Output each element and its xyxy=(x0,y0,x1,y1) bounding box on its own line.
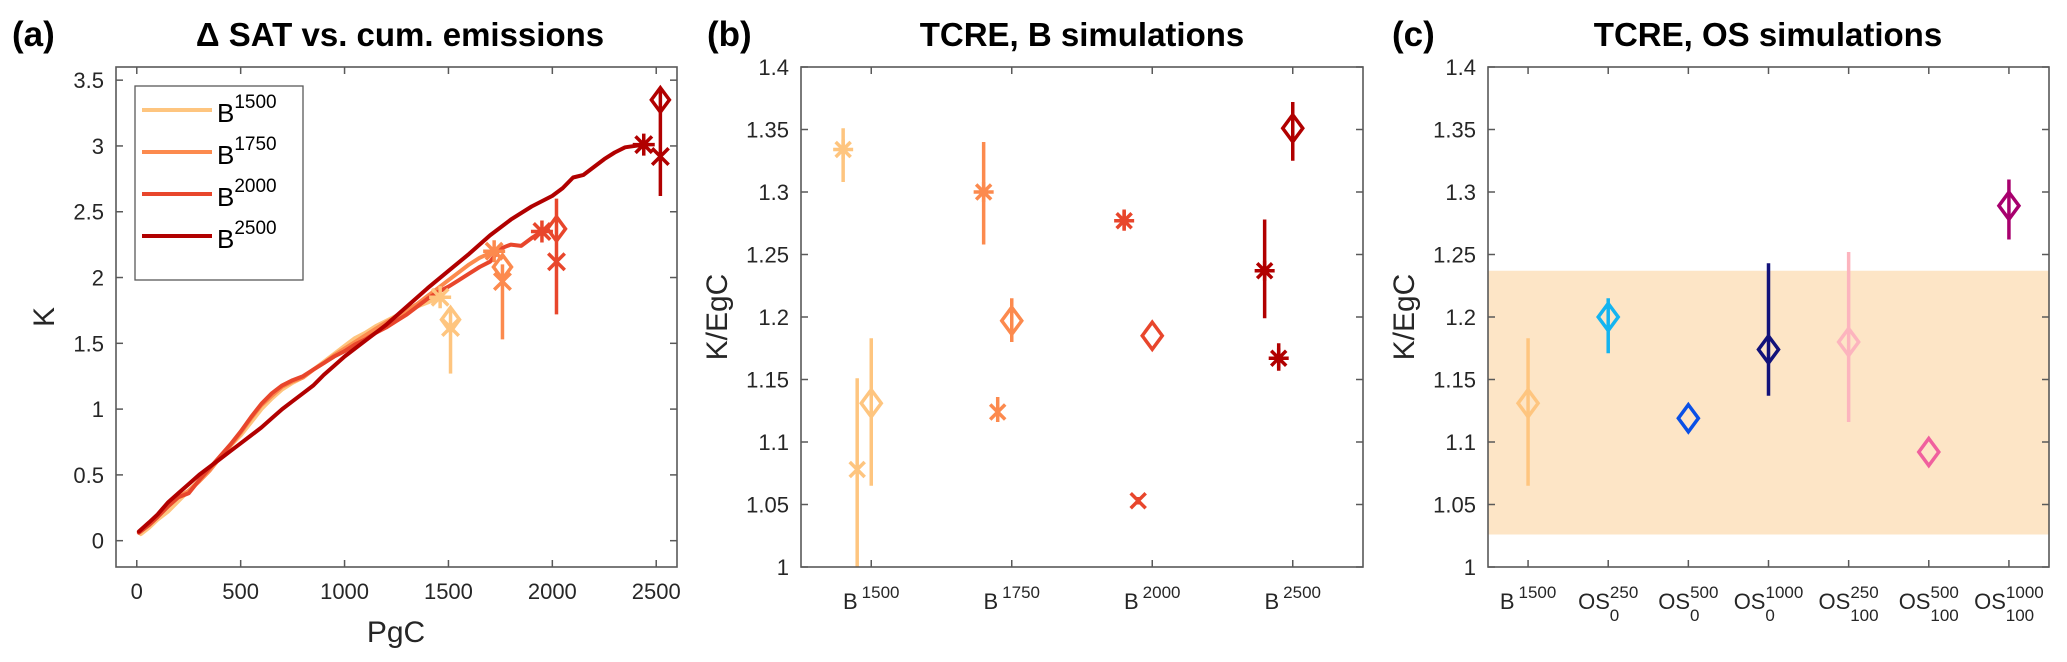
panel-b-ytick-label: 1.05 xyxy=(746,493,789,518)
panel-b-ytick-label: 1.4 xyxy=(758,55,789,80)
B1750-asterisk-marker xyxy=(483,240,506,263)
point-diamond-marker xyxy=(1140,319,1165,353)
panel-a-ytick-label: 3 xyxy=(92,134,104,159)
point-diamond-marker xyxy=(1836,325,1861,359)
panel-c-ytick-label: 1.25 xyxy=(1433,243,1476,268)
panel-c-letter: (c) xyxy=(1392,15,1435,54)
point-cross-marker xyxy=(1129,492,1147,510)
point-diamond-marker xyxy=(999,304,1024,338)
panel-b-ytick-label: 1.15 xyxy=(746,368,789,393)
panel-a-xtick-label: 1000 xyxy=(320,579,369,604)
panel-a-markers xyxy=(429,84,672,374)
B1500-cross-marker xyxy=(441,318,461,338)
panel-a-ytick-label: 2 xyxy=(92,266,104,291)
panel-b-ytick-label: 1.3 xyxy=(758,180,789,205)
point-diamond-marker xyxy=(1996,189,2022,223)
legend-box xyxy=(134,85,304,281)
series-line-B2500 xyxy=(136,142,646,534)
panel-b-ytick-label: 1.1 xyxy=(758,430,789,455)
B2000-diamond-marker xyxy=(545,213,568,244)
panel-a-title: Δ SAT vs. cum. emissions xyxy=(196,16,604,53)
point-diamond-marker xyxy=(1916,435,1941,469)
point-asterisk-marker xyxy=(833,139,854,160)
point-asterisk-marker xyxy=(1254,260,1275,281)
panel-b-category-label: B 2000 xyxy=(1124,583,1181,614)
panel-a-xtick-label: 500 xyxy=(222,579,259,604)
panel-a-ytick-label: 2.5 xyxy=(73,200,104,225)
B2500-asterisk-marker xyxy=(632,133,655,156)
panel-b-ytick-label: 1.25 xyxy=(746,243,789,268)
panel-c-category-label: OS500 100 xyxy=(1899,583,1959,625)
panel-a-xtick-label: 0 xyxy=(131,579,143,604)
panel-a-xtick-label: 1500 xyxy=(424,579,473,604)
panel-a-letter: (a) xyxy=(12,15,55,54)
point-cross-marker xyxy=(848,460,866,479)
panel-b-ytick-label: 1.35 xyxy=(746,118,789,143)
series-line-B2000 xyxy=(136,229,544,535)
panel-a-ytick-label: 1.5 xyxy=(73,331,104,356)
point-diamond-marker xyxy=(1280,111,1305,145)
B1500-diamond-marker xyxy=(439,304,462,335)
panel-c-ytick-label: 1 xyxy=(1464,555,1476,580)
panel-c-ytick-label: 1.3 xyxy=(1445,180,1476,205)
panel-c-category-label: OS500 0 xyxy=(1658,583,1718,625)
panel-b-ytick-label: 1 xyxy=(777,555,789,580)
B1750-cross-marker xyxy=(492,271,512,291)
panel-b-letter: (b) xyxy=(707,15,752,54)
panel-a-frame xyxy=(115,66,678,568)
panel-b-ytick-label: 1.2 xyxy=(758,305,789,330)
panel-b-title: TCRE, B simulations xyxy=(920,16,1245,53)
point-asterisk-marker xyxy=(1114,210,1135,231)
point-diamond-marker xyxy=(1676,401,1701,435)
panel-c-ytick-label: 1.1 xyxy=(1445,430,1476,455)
panel-c: (c) TCRE, OS simulations 1 1.05 1.1 1.15 1.2… xyxy=(1388,15,2050,625)
panel-a-xlabel: PgC xyxy=(367,616,425,649)
panel-a-ytick-label: 0.5 xyxy=(73,463,104,488)
panel-b-category-label: B 1750 xyxy=(983,583,1040,614)
panel-c-category-label: OS250 0 xyxy=(1578,583,1638,625)
panel-b-frame xyxy=(800,66,1364,568)
point-diamond-marker xyxy=(859,386,884,420)
panel-c-points xyxy=(1515,179,2022,486)
B1500-asterisk-marker xyxy=(429,286,452,309)
panel-b-category-label: B 2500 xyxy=(1264,583,1321,614)
panel-c-ytick-label: 1.05 xyxy=(1433,493,1476,518)
panel-b-category-label: B 1500 xyxy=(843,583,900,614)
B2500-diamond-marker xyxy=(649,84,672,115)
panel-a-ytick-label: 0 xyxy=(92,529,104,554)
panel-c-ylabel: K/EgC xyxy=(1388,274,1421,361)
point-diamond-marker xyxy=(1596,300,1621,334)
panel-b-ylabel: K/EgC xyxy=(701,274,734,361)
point-asterisk-marker xyxy=(973,182,994,202)
panel-a-lines xyxy=(136,142,646,537)
panel-a: (a) Δ SAT vs. cum. emissions 0 0.5 1 1.5 2 2.… xyxy=(12,15,681,649)
panel-c-category-label: B 1500 xyxy=(1500,583,1557,614)
point-cross-marker xyxy=(988,403,1007,421)
point-diamond-marker xyxy=(1515,386,1541,420)
B2000-asterisk-marker xyxy=(530,220,553,243)
panel-c-ytick-label: 1.4 xyxy=(1445,55,1476,80)
panel-a-xtick-label: 2500 xyxy=(632,579,681,604)
panel-a-ytick-label: 1 xyxy=(92,397,104,422)
panel-c-ytick-label: 1.35 xyxy=(1433,118,1476,143)
point-asterisk-marker xyxy=(1268,348,1289,369)
panel-c-title: TCRE, OS simulations xyxy=(1594,16,1942,53)
B2000-cross-marker xyxy=(547,252,566,272)
panel-a-ytick-label: 3.5 xyxy=(73,68,104,93)
panel-b-points xyxy=(833,102,1305,567)
B2500-cross-marker xyxy=(650,146,670,166)
panel-b: (b) TCRE, B simulations 11.051.11.151.21… xyxy=(701,15,1364,614)
panel-c-ytick-label: 1.2 xyxy=(1445,305,1476,330)
panel-c-category-label: OS1000 100 xyxy=(1974,583,2044,625)
panel-a-ylabel: K xyxy=(28,307,61,327)
point-diamond-marker xyxy=(1756,333,1781,366)
panel-c-ytick-label: 1.15 xyxy=(1433,368,1476,393)
panel-a-xtick-label: 2000 xyxy=(528,579,577,604)
panel-c-category-label: OS250 100 xyxy=(1819,583,1879,625)
panel-b-axes: 1 1.05 1.1 1.15 1.2 1.25 1.3 1.35 1.4 B 1500 B 1750 B… xyxy=(746,55,1364,614)
panel-c-category-label: OS1000 0 xyxy=(1734,583,1804,625)
panel-a-axes: 0 0.5 1 1.5 2 2.5 3 3.5 0 500 1000 1500 2000 2500 xyxy=(73,66,681,604)
